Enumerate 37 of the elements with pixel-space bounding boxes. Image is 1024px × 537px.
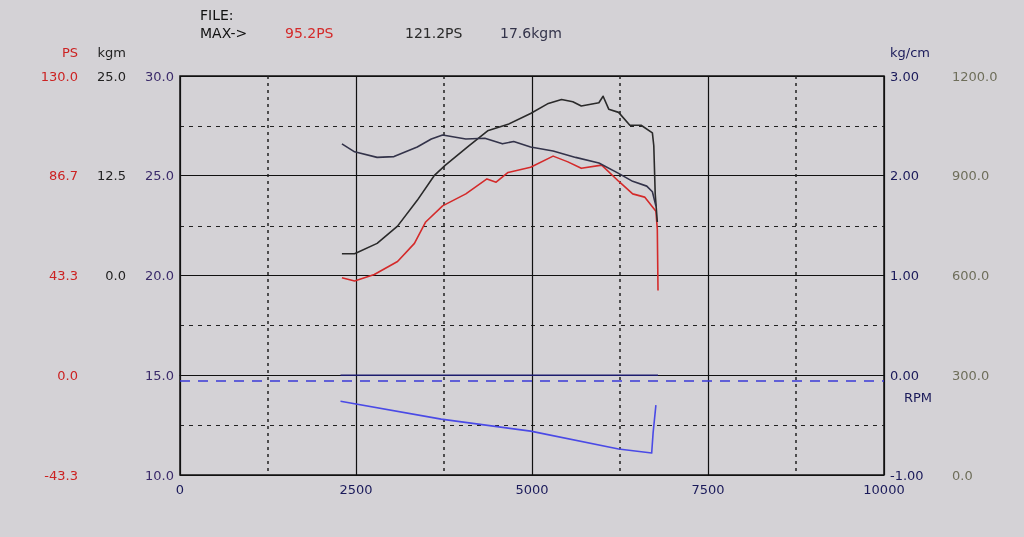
x-tick-label: 2500 bbox=[339, 482, 373, 497]
x-tick-label: 7500 bbox=[691, 482, 725, 497]
y-tick-label: -1.00 bbox=[890, 467, 924, 483]
text: FILE: bbox=[200, 7, 234, 23]
y3-tick-label: 10.0 bbox=[145, 467, 174, 483]
y-axis-title: kg/cm bbox=[890, 45, 930, 60]
text: 95.2PS bbox=[285, 25, 334, 41]
y-tick-label: 1.00 bbox=[890, 268, 919, 283]
x-tick-label: 5000 bbox=[515, 482, 549, 497]
y-axis-title: PS bbox=[61, 45, 78, 60]
y2-tick-label: 600.0 bbox=[952, 268, 990, 283]
y2-tick-label: 900.0 bbox=[952, 168, 990, 184]
y2-tick-label: 1200.0 bbox=[952, 68, 998, 84]
y-tick-label: 43.3 bbox=[49, 268, 78, 284]
y3-tick-label: 30.0 bbox=[145, 68, 174, 84]
x-axis-title: RPM bbox=[904, 390, 933, 406]
text: MAX-> bbox=[200, 25, 248, 41]
y-tick-label: 3.00 bbox=[890, 68, 919, 84]
y3-tick-label: 15.0 bbox=[145, 367, 174, 383]
x-tick-label: 0 bbox=[175, 482, 185, 497]
y-tick-label: 86.7 bbox=[49, 168, 78, 184]
y2-tick-label: 25.0 bbox=[97, 68, 126, 84]
y3-tick-label: 25.0 bbox=[145, 168, 174, 184]
y2-tick-label: 0.0 bbox=[952, 467, 973, 483]
y2-tick-label: 0.0 bbox=[105, 268, 126, 283]
text: 17.6kgm bbox=[500, 25, 562, 41]
text: 121.2PS bbox=[405, 25, 463, 41]
y-tick-label: -43.3 bbox=[44, 467, 78, 483]
y2-tick-label: 12.5 bbox=[97, 168, 126, 184]
y-tick-label: 2.00 bbox=[890, 168, 919, 184]
y2-axis-title: kgm bbox=[97, 45, 126, 60]
y3-tick-label: 20.0 bbox=[145, 268, 174, 283]
y-tick-label: 0.00 bbox=[890, 367, 919, 383]
y-tick-label: 130.0 bbox=[40, 68, 78, 84]
y-tick-label: 0.0 bbox=[57, 367, 78, 383]
x-tick-label: 10000 bbox=[863, 482, 905, 497]
y2-tick-label: 300.0 bbox=[952, 367, 990, 383]
